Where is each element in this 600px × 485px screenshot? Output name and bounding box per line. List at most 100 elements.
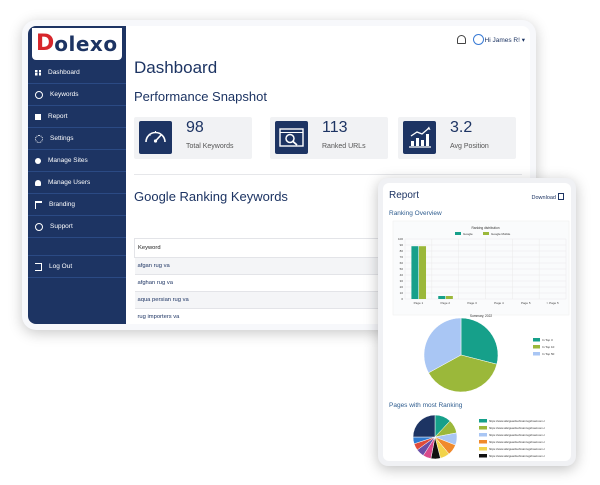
stat-value: 98	[186, 119, 204, 136]
x-tick-label: Page 2	[440, 301, 450, 305]
gear-icon	[35, 134, 43, 143]
chevron-down-icon: ▾	[521, 37, 525, 44]
summary-pie-slice	[428, 354, 498, 393]
file-icon	[558, 193, 564, 200]
keyword-cell[interactable]: aqua persian rug va	[134, 291, 396, 309]
y-tick-label: 100	[398, 237, 403, 241]
sidebar-item-keywords[interactable]: Keywords	[28, 84, 126, 106]
user-greeting: Hi James R!	[484, 37, 520, 44]
y-tick-label: 40	[400, 273, 404, 277]
gauge-icon	[139, 121, 172, 154]
document-icon	[35, 113, 41, 120]
legend-label: In Top 10	[542, 345, 555, 349]
stat-label: Total Keywords	[186, 143, 234, 150]
chart-up-icon	[403, 121, 436, 154]
y-tick-label: 60	[400, 261, 404, 265]
legend-label: In Top 50	[542, 352, 555, 356]
sidebar-item-dashboard[interactable]: Dashboard	[28, 62, 126, 84]
sidebar-item-label: Manage Sites	[48, 157, 88, 164]
legend-label: Google Mobile	[491, 232, 511, 236]
legend-label: https://www.afarguardsofmainrugshowroom.…	[489, 426, 546, 430]
legend-swatch	[479, 454, 487, 458]
y-tick-label: 20	[400, 285, 404, 289]
sidebar-spacer	[28, 238, 126, 256]
stat-card-total-keywords: 98 Total Keywords	[134, 117, 252, 159]
keyword-cell[interactable]: afghan rug va	[134, 274, 396, 292]
sidebar-item-label: Branding	[49, 201, 76, 208]
x-tick-label: Page 1	[414, 301, 424, 305]
legend-swatch	[533, 352, 540, 356]
download-button[interactable]: Download	[532, 193, 564, 201]
bar	[445, 296, 453, 299]
legend-label: Google	[463, 232, 473, 236]
sidebar-item-label: Settings	[50, 135, 74, 142]
ranking-overview-title: Ranking Overview	[389, 210, 442, 217]
report-charts: Ranking distribution Google Google Mobile 0…	[392, 220, 570, 460]
section-title-ranking-keywords: Google Ranking Keywords	[134, 189, 288, 204]
sidebar-item-report[interactable]: Report	[28, 106, 126, 128]
search-url-icon	[275, 121, 308, 154]
sidebar-item-branding[interactable]: Branding	[28, 194, 126, 216]
table-row: afghan rug va	[134, 274, 396, 292]
y-tick-label: 80	[400, 249, 404, 253]
sidebar-item-label: Keywords	[50, 91, 79, 98]
bell-icon[interactable]	[457, 35, 466, 44]
section-divider	[134, 174, 522, 175]
stat-value: 113	[322, 119, 348, 136]
x-tick-label: Page 5	[521, 301, 531, 305]
sidebar-item-label: Report	[48, 113, 68, 120]
section-title-performance: Performance Snapshot	[134, 89, 267, 104]
y-tick-label: 30	[400, 279, 404, 283]
support-icon	[35, 222, 43, 231]
legend-label: https://www.afarguardsofmainrugshowroom.…	[489, 440, 546, 444]
users-icon	[35, 179, 41, 186]
summary-pie-slice	[423, 317, 462, 374]
y-tick-label: 70	[400, 255, 404, 259]
x-tick-label: > Page 5	[547, 301, 559, 305]
sidebar-item-label: Log Out	[49, 263, 73, 270]
legend-swatch	[483, 232, 489, 235]
legend-swatch	[533, 345, 540, 349]
top-bar: Hi James R! ▾	[126, 26, 530, 58]
column-header-keyword[interactable]: Keyword	[134, 238, 396, 258]
y-tick-label: 0	[401, 297, 403, 301]
page-title: Dashboard	[134, 58, 218, 77]
key-icon	[35, 90, 43, 99]
legend-swatch	[479, 447, 487, 451]
legend-label: https://www.afarguardsofmainrugshowroom.…	[489, 454, 546, 458]
pie-chart-title: Summary, 2022	[470, 314, 492, 318]
sidebar-item-settings[interactable]: Settings	[28, 128, 126, 150]
sidebar-item-label: Manage Users	[48, 179, 91, 186]
grid-icon	[35, 69, 41, 76]
legend-swatch	[479, 426, 487, 430]
legend-swatch	[455, 232, 461, 235]
logout-icon	[35, 262, 42, 271]
legend-label: https://www.afarguardsofmainrugshowroom.…	[489, 433, 546, 437]
sidebar-item-manage-users[interactable]: Manage Users	[28, 172, 126, 194]
sidebar-item-manage-sites[interactable]: Manage Sites	[28, 150, 126, 172]
download-label: Download	[531, 195, 556, 201]
sidebar-item-logout[interactable]: Log Out	[28, 256, 126, 278]
bar-chart-title: Ranking distribution	[472, 226, 500, 230]
stat-value: 3.2	[450, 119, 473, 136]
keyword-cell[interactable]: rug importers va	[134, 308, 396, 324]
tablet-device: Report Download Ranking Overview Ranking…	[378, 178, 576, 466]
legend-label: https://www.afarguardsofmainrugshowroom.…	[489, 419, 546, 423]
avatar-icon[interactable]	[473, 34, 484, 45]
legend-swatch	[479, 440, 487, 444]
summary-pie-slice	[460, 317, 499, 365]
report-title: Report	[389, 190, 420, 201]
legend-swatch	[479, 419, 487, 423]
keyword-cell[interactable]: afgan rug va	[134, 257, 396, 275]
legend-label: https://www.afarguardsofmainrugshowroom.…	[489, 447, 546, 451]
x-tick-label: Page 3	[467, 301, 477, 305]
user-menu[interactable]: Hi James R! ▾	[485, 36, 525, 44]
bar	[419, 246, 427, 299]
flag-icon	[35, 200, 42, 209]
logo-text: olexo	[54, 32, 118, 56]
table-row: afgan rug va	[134, 257, 396, 275]
table-row: aqua persian rug va	[134, 291, 396, 309]
sidebar-item-support[interactable]: Support	[28, 216, 126, 238]
